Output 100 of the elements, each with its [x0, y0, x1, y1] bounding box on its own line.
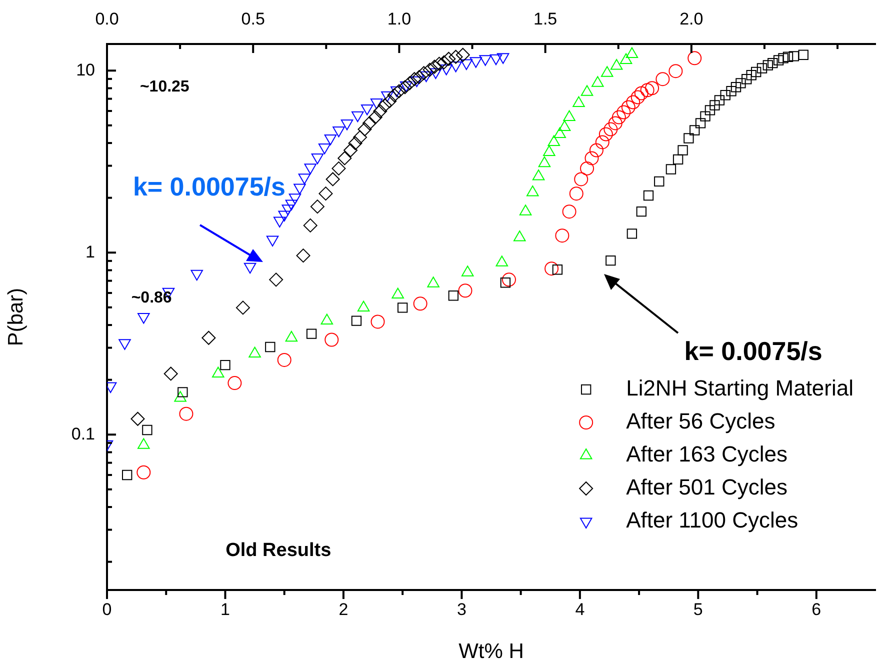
- point: [269, 272, 284, 287]
- point: [190, 270, 203, 281]
- point: [440, 64, 452, 76]
- point: [373, 104, 388, 118]
- point: [118, 339, 131, 350]
- point: [595, 135, 610, 150]
- point: [768, 58, 778, 68]
- point: [273, 216, 286, 228]
- point: [324, 134, 337, 146]
- point: [422, 62, 437, 77]
- point: [368, 110, 382, 124]
- point: [502, 272, 516, 287]
- point: [598, 127, 613, 142]
- point: [584, 151, 599, 166]
- point: [397, 302, 408, 313]
- point: [666, 164, 676, 174]
- point: [552, 264, 563, 275]
- point: [130, 412, 145, 426]
- point: [695, 118, 706, 128]
- point: [430, 68, 442, 80]
- point: [448, 290, 459, 301]
- point: [640, 83, 654, 98]
- point: [311, 154, 324, 164]
- point: [351, 316, 362, 326]
- point: [220, 360, 230, 370]
- y-tick-label: 1: [86, 242, 95, 262]
- point: [668, 64, 683, 78]
- point: [332, 126, 345, 138]
- point: [496, 53, 510, 64]
- legend-label: After 163 Cycles: [626, 442, 788, 467]
- point: [746, 70, 756, 80]
- point: [288, 194, 302, 204]
- annotation: ~0.86: [131, 289, 172, 306]
- x2-tick-label: 1.0: [387, 9, 412, 28]
- point: [352, 111, 364, 122]
- point: [142, 424, 152, 436]
- legend-label: After 1100 Cycles: [626, 508, 798, 533]
- point: [612, 110, 626, 124]
- point: [244, 262, 256, 274]
- point: [750, 66, 762, 78]
- point: [306, 328, 317, 339]
- point: [370, 98, 383, 110]
- point: [442, 52, 456, 66]
- point: [654, 176, 664, 187]
- point: [788, 51, 800, 62]
- legend-label: Li2NH Starting Material: [626, 376, 854, 401]
- point: [392, 84, 406, 98]
- point: [448, 50, 463, 64]
- x2-tick-label: 0.5: [241, 9, 265, 28]
- point: [773, 55, 784, 66]
- point: [326, 172, 340, 186]
- point: [782, 52, 794, 62]
- point: [704, 105, 716, 116]
- x-axis-title: Wt% H: [458, 640, 524, 664]
- point: [604, 122, 618, 136]
- point: [634, 86, 648, 100]
- y-axis-title: P(bar): [4, 288, 28, 346]
- point: [736, 78, 746, 88]
- x-tick-label: 3: [456, 600, 466, 619]
- point: [340, 119, 354, 130]
- point: [436, 55, 451, 70]
- point: [179, 406, 194, 421]
- point: [555, 228, 570, 243]
- x2-tick-label: 2.0: [680, 9, 704, 28]
- point: [381, 91, 394, 102]
- point: [606, 255, 616, 266]
- point: [304, 164, 316, 174]
- legend-label: After 501 Cycles: [626, 474, 788, 500]
- x-tick-label: 5: [693, 600, 703, 619]
- point: [353, 130, 368, 144]
- point: [178, 387, 188, 398]
- point: [762, 60, 774, 70]
- point: [720, 90, 730, 100]
- point: [402, 76, 417, 90]
- point: [460, 59, 473, 70]
- point: [688, 51, 702, 66]
- point: [407, 72, 422, 86]
- point: [278, 210, 290, 222]
- point: [544, 262, 559, 276]
- point: [672, 154, 684, 165]
- point: [420, 71, 432, 82]
- point: [798, 50, 808, 60]
- point: [296, 248, 310, 263]
- point: [580, 161, 594, 176]
- annotation: ~10.25: [140, 78, 190, 96]
- point: [164, 366, 178, 381]
- annotation: k= 0.0075/s: [684, 336, 822, 366]
- x2-tick-label: 1.5: [533, 9, 558, 28]
- point: [643, 190, 654, 201]
- point: [432, 56, 446, 71]
- y-tick-label: 0.1: [71, 424, 95, 444]
- annotation: k= 0.00075/s: [132, 171, 286, 202]
- point: [265, 342, 276, 352]
- point: [282, 204, 294, 216]
- point: [428, 60, 442, 74]
- point: [700, 111, 710, 122]
- point: [303, 218, 318, 232]
- point: [636, 206, 646, 217]
- point: [626, 228, 638, 239]
- point: [358, 122, 372, 136]
